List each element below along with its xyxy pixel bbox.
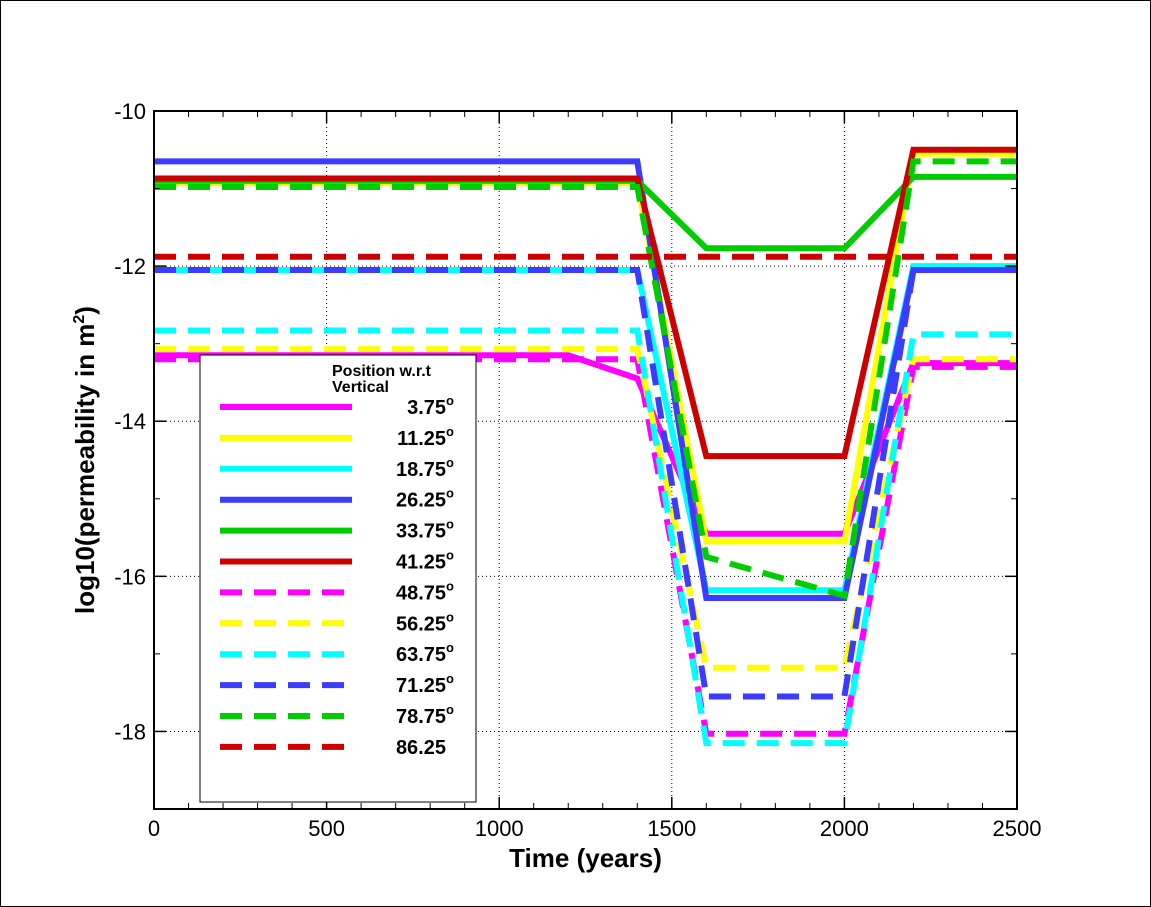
degree-superscript: o <box>446 486 454 501</box>
y-tick-label: -16 <box>114 564 146 589</box>
degree-superscript: o <box>446 548 454 563</box>
degree-superscript: o <box>446 702 454 717</box>
legend-entry-label: 86.25 <box>396 737 446 759</box>
y-axis-title-close: ) <box>70 306 100 315</box>
legend-entry-label: 41.25o <box>396 548 454 574</box>
legend-title-line2: Vertical <box>332 379 389 396</box>
legend-entry-label: 71.25o <box>396 671 454 697</box>
legend-entry-label: 63.75o <box>396 640 454 666</box>
degree-superscript: o <box>446 393 454 408</box>
series-line-71-25 <box>154 267 1017 700</box>
degree-superscript: o <box>446 424 454 439</box>
legend-box <box>199 354 477 803</box>
legend-entry-label: 18.75o <box>396 455 454 481</box>
series-line-78-75 <box>154 158 1017 600</box>
degree-superscript: o <box>446 671 454 686</box>
plot-area-border <box>153 110 1018 810</box>
y-axis-title: log10(permeability in m2) <box>70 306 100 614</box>
legend-entry-label: 48.75o <box>396 578 454 604</box>
legend: Position w.r.tVertical3.75o11.25o18.75o2… <box>199 354 477 803</box>
legend-title-line1: Position w.r.t <box>332 363 432 380</box>
x-tick-label: 1000 <box>475 816 524 841</box>
series-line-63-75 <box>154 327 1017 747</box>
legend-entry-label: 11.25o <box>397 424 454 450</box>
legend-entry-label: 56.25o <box>396 609 454 635</box>
y-tick-label: -10 <box>114 99 146 124</box>
x-tick-label: 0 <box>148 816 160 841</box>
series-line-48-75 <box>154 356 1017 737</box>
x-tick-label: 2000 <box>820 816 869 841</box>
degree-superscript: o <box>446 578 454 593</box>
y-axis-title-superscript: 2 <box>71 315 88 324</box>
y-tick-label: -18 <box>114 719 146 744</box>
degree-superscript: o <box>446 517 454 532</box>
series-line-41-25 <box>154 146 1017 460</box>
degree-superscript: o <box>446 455 454 470</box>
x-tick-label: 1500 <box>647 816 696 841</box>
axis-ticks: 0 500 1000 1500 2000 2500 -10 -12 -14 -16 -18 <box>114 99 1041 841</box>
series-line-18-75 <box>154 263 1017 594</box>
x-tick-label: 2500 <box>993 816 1042 841</box>
legend-entry-label: 78.75o <box>396 702 454 728</box>
legend-entry-label: 33.75o <box>396 517 454 543</box>
y-axis-title-main: log10(permeability in m <box>70 324 100 614</box>
y-tick-label: -14 <box>114 409 146 434</box>
legend-entry-label: 26.25o <box>396 486 454 512</box>
degree-superscript: o <box>446 640 454 655</box>
x-tick-label: 500 <box>308 816 345 841</box>
y-tick-label: -12 <box>114 254 146 279</box>
series-lines <box>154 146 1017 747</box>
x-axis-title: Time (years) <box>509 843 662 873</box>
series-line-33-75 <box>154 173 1017 252</box>
degree-superscript: o <box>446 609 454 624</box>
